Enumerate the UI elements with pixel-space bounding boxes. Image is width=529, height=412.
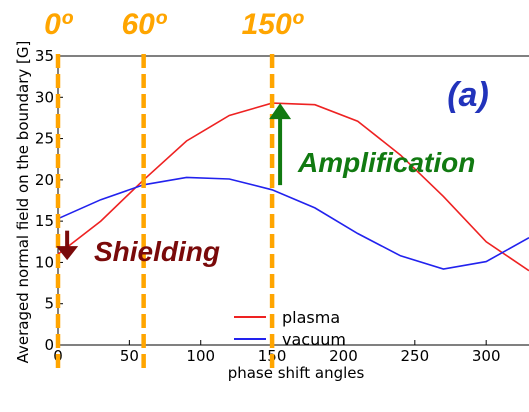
- x-tick-label: 200: [329, 347, 358, 365]
- y-tick-label: 25: [35, 130, 54, 148]
- series-layer: [57, 102, 529, 272]
- x-tick-label: 50: [120, 347, 139, 365]
- marker-label: 60º: [121, 8, 167, 41]
- y-tick-label: 30: [35, 88, 54, 106]
- shielding-arrow-head: [56, 246, 79, 261]
- marker-label: 0º: [44, 8, 74, 41]
- legend: plasma vacuum: [234, 308, 346, 349]
- y-tick-label: 10: [35, 253, 54, 271]
- y-tick-label: 5: [44, 295, 54, 313]
- y-tick-label: 35: [35, 47, 54, 65]
- series-line-vacuum: [57, 176, 529, 270]
- x-tick-label: 250: [400, 347, 429, 365]
- x-tick-label: 300: [472, 347, 501, 365]
- amplification-label: Amplification: [297, 147, 475, 178]
- annotations: (a) Amplification Shielding: [56, 76, 489, 267]
- y-tick-label: 20: [35, 171, 54, 189]
- x-tick-label: 100: [186, 347, 215, 365]
- y-tick-label: 0: [44, 336, 54, 354]
- shielding-label: Shielding: [94, 236, 220, 267]
- marker-label: 150º: [242, 8, 305, 41]
- panel-label: (a): [447, 76, 489, 114]
- marker-lines: 0º 60º 150º: [44, 8, 305, 372]
- y-tick-label: 15: [35, 212, 54, 230]
- x-axis-label: phase shift angles: [228, 364, 365, 382]
- axes: 05101520253035050100150200250300: [35, 47, 529, 365]
- amplification-arrow-head: [269, 103, 292, 120]
- y-axis-label: Averaged normal field on the boundary [G…: [14, 41, 32, 364]
- legend-label-plasma: plasma: [282, 308, 340, 327]
- legend-label-vacuum: vacuum: [282, 330, 346, 349]
